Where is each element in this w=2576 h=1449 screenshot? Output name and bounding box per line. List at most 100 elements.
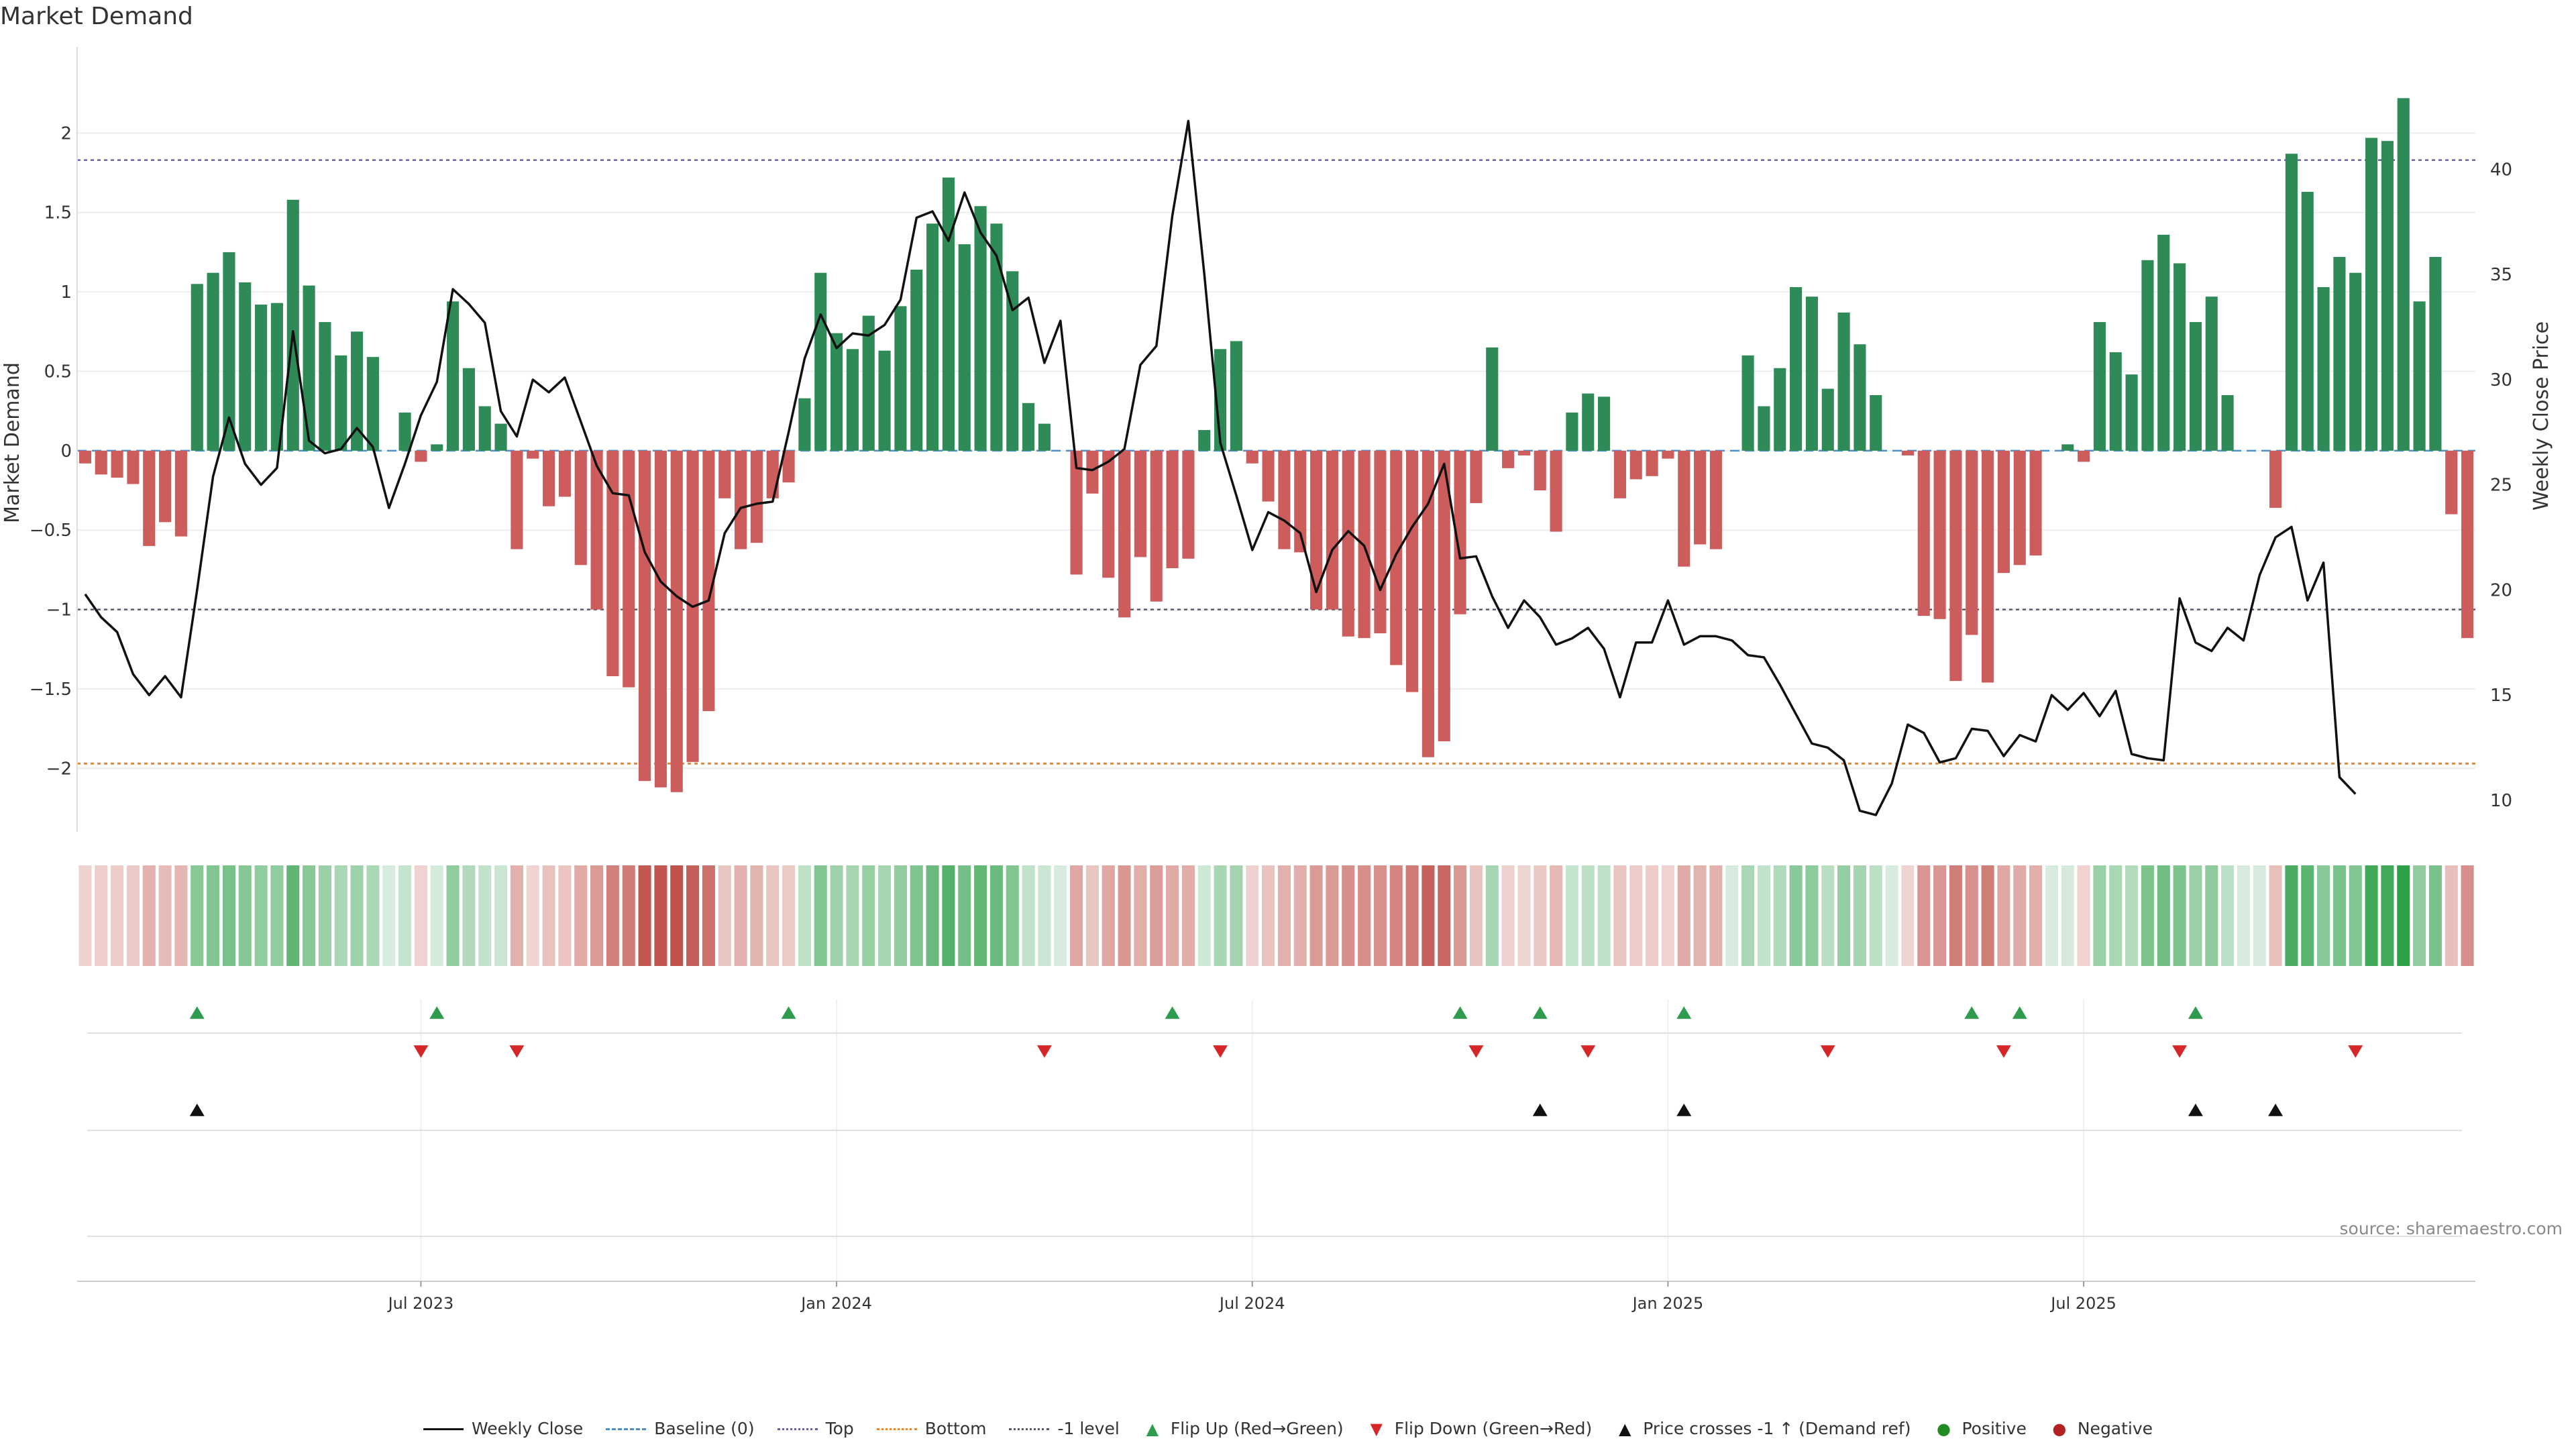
demand-bar <box>1598 396 1611 451</box>
demand-bar <box>1646 450 1658 476</box>
heat-cell <box>702 865 715 966</box>
legend-label: Flip Up (Red→Green) <box>1170 1419 1344 1438</box>
cross-marker <box>189 1104 205 1116</box>
gridlines <box>77 132 2475 1281</box>
demand-bar <box>2205 297 2218 451</box>
heat-cell <box>1534 865 1547 966</box>
demand-bar <box>111 450 123 478</box>
demand-bar <box>2301 191 2314 451</box>
heat-cell <box>2173 865 2186 966</box>
heat-cell <box>1757 865 1770 966</box>
heat-cell <box>2349 865 2362 966</box>
x-tick-label: Jul 2024 <box>1218 1294 1285 1313</box>
demand-bar <box>1182 450 1195 559</box>
heat-cell <box>191 865 204 966</box>
chart-title: Market Demand <box>0 3 193 30</box>
demand-bar <box>2078 450 2090 462</box>
demand-bar <box>1406 450 1419 692</box>
demand-bar <box>623 450 635 688</box>
demand-bar <box>1534 450 1546 491</box>
y-tick-label: 0 <box>60 441 72 462</box>
x-axis: Jul 2023 Jan 2024 Jul 2024 Jan 2025 Jul 2025 <box>77 1281 2475 1313</box>
heat-cell <box>1438 865 1451 966</box>
line-swatch-icon <box>876 1420 917 1438</box>
heat-cell <box>398 865 412 966</box>
heat-cell <box>95 865 108 966</box>
demand-bar <box>1326 450 1338 610</box>
heat-cell <box>1565 865 1578 966</box>
demand-bar <box>1390 450 1403 665</box>
heat-cell <box>1949 865 1962 966</box>
demand-bar <box>2269 450 2282 508</box>
demand-bar <box>735 450 747 549</box>
demand-bar <box>127 450 140 484</box>
demand-bar <box>2109 352 2122 451</box>
demand-bar <box>2141 260 2154 451</box>
heat-cell <box>670 865 684 966</box>
heat-cell <box>510 865 523 966</box>
heat-cell <box>1022 865 1035 966</box>
legend-label: -1 level <box>1057 1419 1120 1438</box>
heat-cell <box>2413 865 2426 966</box>
heat-cell <box>2461 865 2474 966</box>
heat-cell <box>2332 865 2346 966</box>
demand-bar <box>1758 406 1770 451</box>
heat-cell <box>2317 865 2330 966</box>
heat-cell <box>862 865 875 966</box>
demand-bar <box>1278 450 1291 549</box>
demand-bar <box>143 450 156 546</box>
heat-cell <box>1454 865 1467 966</box>
cross-marker <box>2268 1104 2284 1116</box>
heat-cell <box>2285 865 2298 966</box>
demand-bar <box>766 450 779 498</box>
demand-bar <box>1854 344 1866 451</box>
demand-bar <box>1949 450 1962 682</box>
demand-bar <box>1262 450 1275 502</box>
heat-cell <box>1613 865 1627 966</box>
legend-item: Weekly Close <box>423 1419 583 1438</box>
legend-label: Top <box>825 1419 854 1438</box>
y-tick-label: 1 <box>60 282 72 303</box>
flip-down-marker <box>1580 1045 1596 1058</box>
flip-up-marker <box>429 1006 445 1019</box>
heat-cell <box>798 865 811 966</box>
heat-cell <box>590 865 604 966</box>
demand-bar <box>239 282 252 451</box>
triangle-up-icon: ▲ <box>1146 1419 1159 1438</box>
heat-cell <box>814 865 827 966</box>
y-tick-label: −1 <box>46 600 72 621</box>
demand-bar <box>1150 450 1163 602</box>
demand-bar <box>894 306 907 451</box>
heat-cell <box>1389 865 1403 966</box>
y-tick-label: 1.5 <box>44 203 72 223</box>
demand-bar <box>942 177 955 451</box>
heat-cell <box>1933 865 1947 966</box>
demand-bar <box>1454 450 1466 614</box>
demand-bar <box>95 450 107 475</box>
heat-cell <box>478 865 492 966</box>
demand-bar <box>926 223 939 451</box>
y-axis-label: Market Demand <box>1 362 24 523</box>
demand-bar <box>1342 450 1354 637</box>
heat-cell <box>334 865 347 966</box>
heat-cell <box>2125 865 2139 966</box>
y-tick-label: −0.5 <box>30 521 72 541</box>
line-swatch-icon <box>606 1420 647 1438</box>
triangle-up-icon: ▲ <box>1618 1419 1631 1438</box>
heat-cell <box>1789 865 1803 966</box>
demand-bar <box>750 450 763 543</box>
demand-bar <box>1901 450 1914 455</box>
demand-bar <box>639 450 651 782</box>
demand-bar <box>1214 349 1227 451</box>
demand-bar <box>1709 450 1722 549</box>
heat-cell <box>1485 865 1499 966</box>
legend-label: Baseline (0) <box>654 1419 755 1438</box>
demand-bar <box>574 450 587 566</box>
heat-cell <box>2381 865 2394 966</box>
heat-cell <box>2237 865 2250 966</box>
demand-bar <box>1230 341 1242 451</box>
heat-cell <box>1997 865 2010 966</box>
demand-bar <box>1070 450 1083 575</box>
heat-cell <box>1134 865 1147 966</box>
